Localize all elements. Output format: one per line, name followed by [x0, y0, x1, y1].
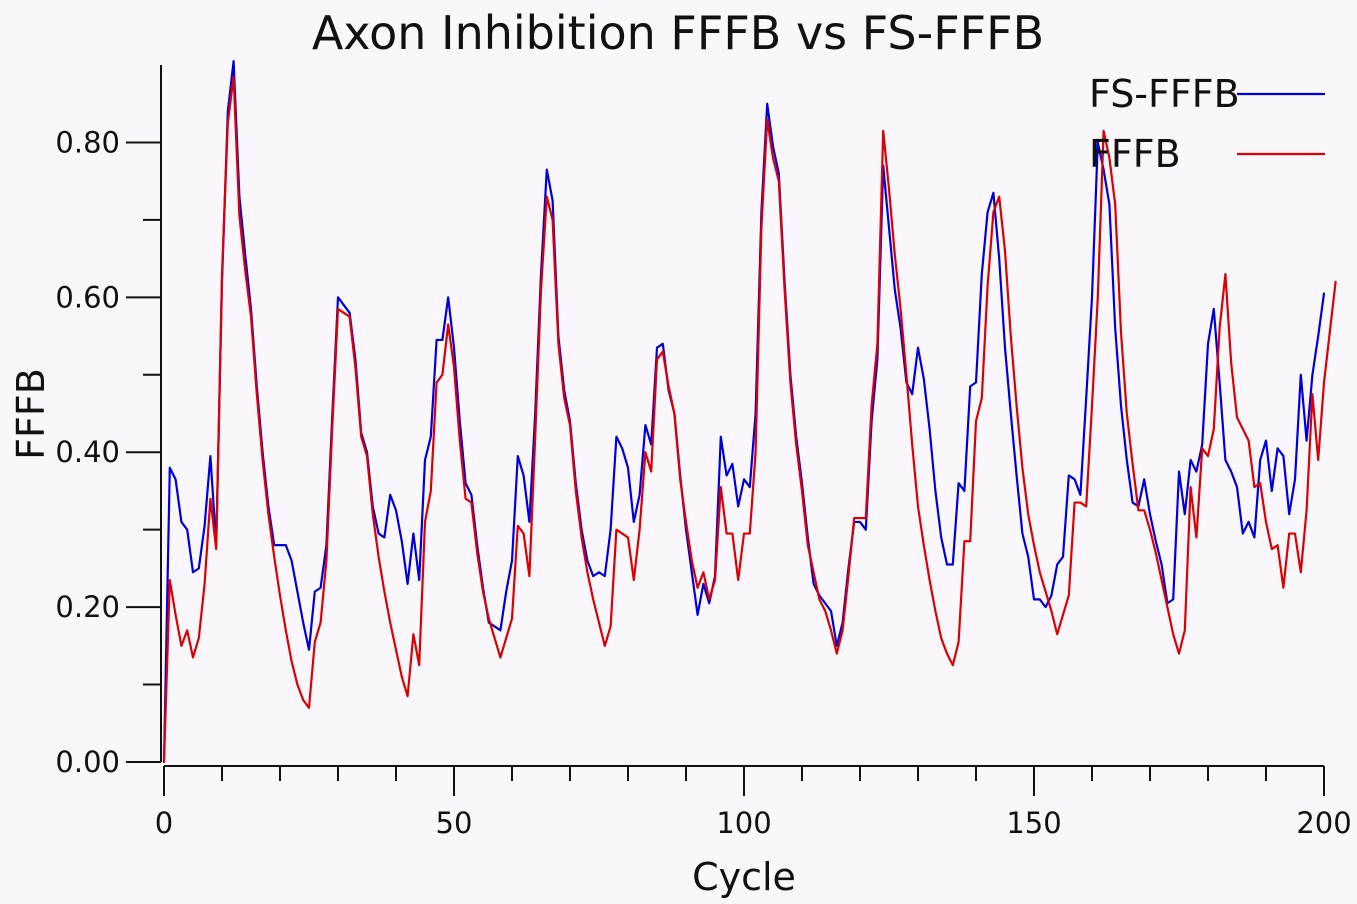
- y-tick-label: 0.00: [55, 745, 120, 779]
- y-tick-label: 0.60: [55, 280, 120, 314]
- y-tick-label: 0.80: [55, 125, 120, 159]
- x-tick-label: 200: [1296, 806, 1351, 840]
- y-tick-label: 0.20: [55, 590, 120, 624]
- x-tick-label: 50: [436, 806, 473, 840]
- y-axis-title: FFFB: [9, 368, 53, 460]
- x-tick-label: 0: [155, 806, 173, 840]
- legend-label-fffb: FFFB: [1089, 132, 1181, 176]
- x-tick-label: 150: [1006, 806, 1061, 840]
- legend: FS-FFFB FFFB: [1089, 72, 1325, 176]
- chart-title: Axon Inhibition FFFB vs FS-FFFB: [312, 6, 1044, 60]
- legend-label-fs-fffb: FS-FFFB: [1089, 72, 1240, 116]
- x-tick-label: 100: [716, 806, 771, 840]
- x-axis-title: Cycle: [692, 855, 796, 899]
- series-line-fffb: [162, 75, 1337, 764]
- series-lines: [162, 60, 1337, 764]
- y-tick-label: 0.40: [55, 435, 120, 469]
- axes: 0.00 0.20 0.40 0.60 0.80 0 50 100 150 200: [55, 65, 1352, 840]
